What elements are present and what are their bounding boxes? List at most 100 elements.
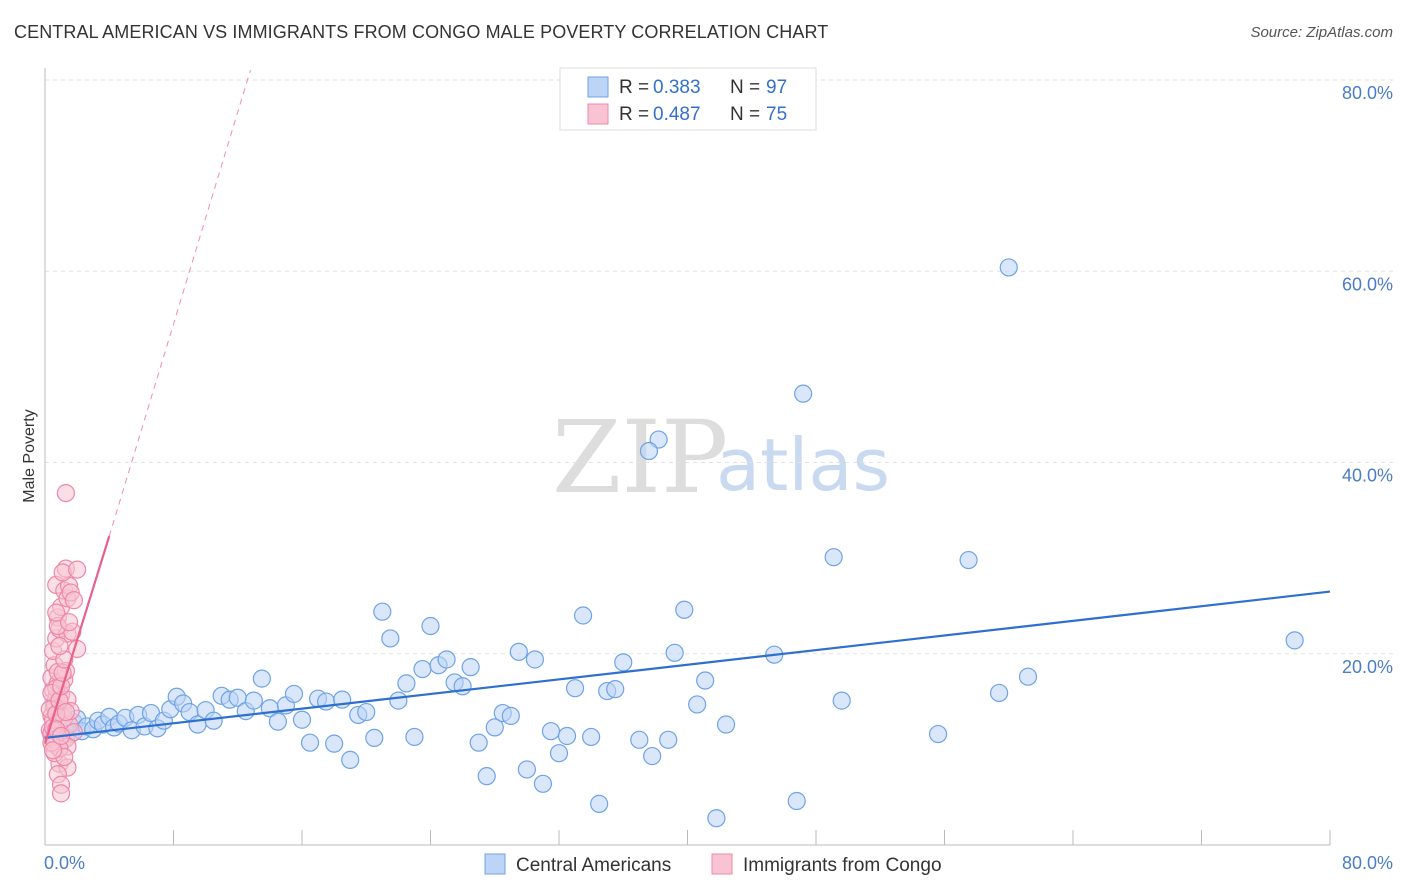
- trend-lines: [43, 69, 1331, 744]
- data-point: [461, 658, 480, 677]
- x-tick-label-max: 80.0%: [1342, 853, 1393, 873]
- data-point: [990, 683, 1009, 703]
- data-point: [373, 602, 392, 621]
- data-point: [244, 691, 263, 710]
- bottom-legend-label-immigrants-from-congo: Immigrants from Congo: [743, 855, 942, 876]
- data-point: [794, 384, 813, 403]
- data-point: [357, 702, 376, 722]
- data-point: [453, 677, 472, 696]
- data-point: [397, 674, 416, 693]
- data-point: [659, 730, 678, 749]
- data-point: [284, 684, 304, 704]
- series-legend: Central Americans Immigrants from Congo: [484, 853, 942, 876]
- data-point: [688, 695, 707, 714]
- data-point: [51, 784, 71, 803]
- y-tick-label: 20.0%: [1342, 657, 1393, 677]
- data-point: [68, 560, 87, 579]
- data-point: [696, 671, 715, 690]
- y-axis-label: Male Poverty: [21, 409, 38, 502]
- data-point: [525, 650, 545, 669]
- data-point: [707, 809, 726, 828]
- data-point: [573, 606, 593, 625]
- data-point: [204, 711, 223, 730]
- data-point: [959, 550, 978, 570]
- legend-r-label-1: R =: [619, 77, 649, 98]
- x-ticks: [44, 830, 1331, 845]
- source-label: Source: ZipAtlas.com: [1250, 24, 1393, 41]
- data-point: [59, 613, 79, 632]
- data-point: [56, 484, 75, 503]
- y-tick-labels: 20.0% 40.0% 60.0% 80.0%: [1342, 83, 1393, 677]
- data-point: [421, 616, 440, 636]
- x-tick-label-min: 0.0%: [44, 853, 85, 873]
- data-point: [590, 794, 609, 813]
- data-point: [549, 744, 569, 763]
- data-point: [643, 746, 662, 766]
- watermark-zip: ZIP: [552, 399, 728, 516]
- data-point: [1018, 667, 1038, 686]
- data-point: [477, 767, 496, 786]
- y-tick-label: 80.0%: [1342, 83, 1393, 103]
- data-point: [509, 642, 528, 661]
- data-point: [606, 680, 625, 699]
- data-point: [824, 548, 843, 567]
- legend-n-value-1: 97: [766, 77, 787, 98]
- y-tick-label: 60.0%: [1342, 274, 1393, 294]
- data-point: [630, 730, 649, 749]
- data-point: [381, 629, 400, 648]
- data-point: [292, 710, 312, 729]
- bottom-legend-label-central-americans: Central Americans: [516, 855, 671, 876]
- data-point: [268, 712, 288, 731]
- data-point: [437, 650, 456, 669]
- data-point: [252, 669, 271, 688]
- data-point: [665, 643, 684, 662]
- watermark-atlas: atlas: [716, 423, 890, 507]
- legend-swatch-blue: [587, 76, 609, 98]
- data-point: [485, 718, 504, 737]
- data-point: [469, 733, 488, 752]
- data-point: [501, 706, 520, 726]
- data-point: [365, 728, 384, 748]
- data-point: [832, 691, 851, 710]
- data-point: [533, 774, 553, 793]
- bottom-legend-swatch-blue: [484, 853, 506, 875]
- data-point: [517, 760, 536, 779]
- legend-r-label-2: R =: [619, 104, 649, 125]
- data-point: [639, 441, 659, 461]
- data-point: [405, 727, 424, 747]
- legend-n-label-2: N =: [730, 104, 760, 125]
- data-point: [413, 659, 432, 679]
- gridlines: [45, 79, 1393, 655]
- legend-n-value-2: 75: [766, 104, 787, 125]
- legend-n-label-1: N =: [730, 77, 760, 98]
- trend-line-central-americans: [44, 590, 1331, 739]
- data-point: [64, 591, 84, 610]
- trend-line-immigrants-from-congo: [43, 535, 111, 744]
- series-immigrants-from-congo: [40, 484, 87, 803]
- data-point: [999, 258, 1018, 277]
- data-point: [614, 653, 633, 672]
- bottom-legend-swatch-pink: [711, 853, 733, 875]
- data-point: [300, 733, 320, 752]
- legend-r-value-1: 0.383: [653, 77, 701, 98]
- data-point: [389, 691, 408, 710]
- correlation-legend: R = 0.383 N = 97 R = 0.487 N = 75: [559, 67, 817, 131]
- y-tick-label: 40.0%: [1342, 466, 1393, 486]
- data-point: [50, 636, 69, 656]
- trend-line-extrapolation: [108, 69, 251, 537]
- data-point: [43, 741, 63, 760]
- data-point: [787, 791, 806, 811]
- data-point: [582, 727, 601, 747]
- data-point: [541, 722, 561, 741]
- data-point: [928, 724, 948, 744]
- data-point: [47, 603, 66, 622]
- data-point: [325, 734, 344, 753]
- data-point: [341, 750, 360, 769]
- legend-swatch-pink: [587, 103, 609, 125]
- data-point: [675, 600, 694, 619]
- series-central-americans: [42, 258, 1304, 828]
- chart-title: CENTRAL AMERICAN VS IMMIGRANTS FROM CONG…: [14, 22, 829, 42]
- data-point: [565, 679, 585, 698]
- legend-r-value-2: 0.487: [653, 104, 701, 125]
